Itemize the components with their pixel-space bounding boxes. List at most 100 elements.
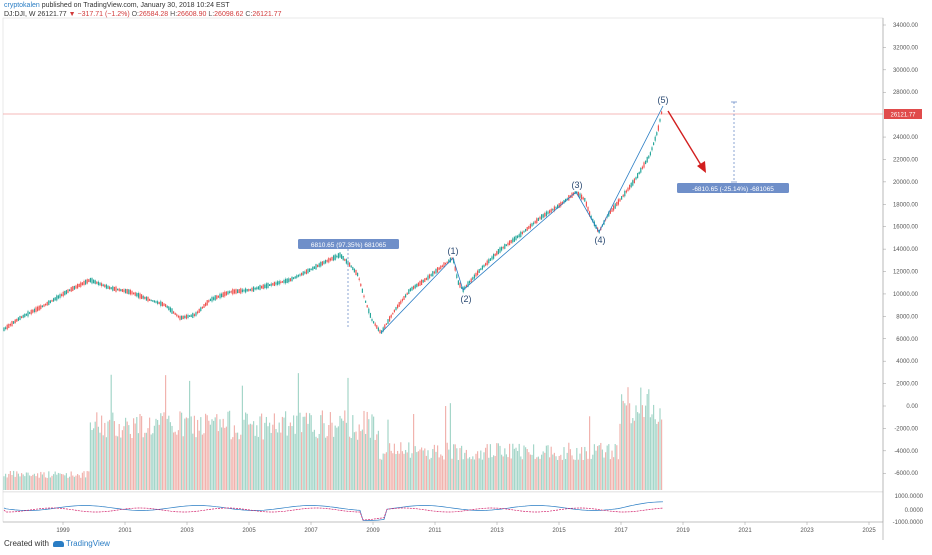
candle-body	[286, 278, 288, 283]
volume-bar	[587, 458, 589, 490]
wave-label-3[interactable]: (3)	[572, 180, 583, 190]
volume-bar	[121, 430, 123, 490]
volume-bar	[457, 459, 459, 490]
symbol-label[interactable]: DJ:DJI, W	[4, 11, 36, 18]
wave-label-5[interactable]: (5)	[658, 95, 669, 105]
candle-body	[478, 269, 480, 273]
volume-bar	[600, 442, 602, 490]
volume-bar	[553, 452, 555, 490]
volume-bar	[561, 459, 563, 490]
tradingview-brand[interactable]: TradingView	[52, 539, 110, 548]
candle-body	[395, 307, 397, 311]
price-tick-label: -4000.00	[894, 449, 918, 455]
candle-body	[499, 247, 501, 253]
volume-bar	[224, 427, 226, 490]
time-tick-label: 2007	[304, 528, 318, 534]
candle-body	[179, 316, 181, 320]
volume-bar	[601, 449, 603, 490]
main-pane[interactable]	[2, 17, 884, 493]
candle-body	[357, 272, 359, 277]
volume-bar	[285, 411, 287, 490]
volume-bar	[417, 451, 419, 490]
candle-body	[101, 283, 103, 287]
volume-bar	[395, 454, 397, 490]
candle-body	[494, 253, 496, 256]
volume-bar	[190, 416, 192, 490]
candle-body	[417, 282, 419, 287]
volume-bar	[160, 413, 162, 490]
author-link[interactable]: cryptokalen	[4, 2, 40, 9]
volume-bar	[205, 413, 207, 490]
candle-body	[46, 301, 48, 306]
volume-bar	[438, 457, 440, 490]
candle-body	[24, 313, 26, 318]
candle-body	[321, 261, 323, 266]
volume-bar	[246, 413, 248, 490]
osc-tick-label: 1000.0000	[895, 494, 924, 500]
volume-bar	[589, 416, 591, 490]
candle-body	[630, 182, 632, 188]
candle-body	[645, 160, 647, 165]
candle-body	[561, 201, 563, 205]
volume-bar	[307, 423, 309, 490]
candle-body	[488, 259, 490, 264]
volume-bar	[513, 448, 515, 490]
volume-bar	[373, 416, 375, 490]
wave-label-4[interactable]: (4)	[595, 235, 606, 245]
volume-bar	[382, 453, 384, 490]
candle-body	[275, 282, 277, 285]
time-tick-label: 2025	[862, 528, 876, 534]
volume-bar	[13, 470, 15, 490]
candle-body	[456, 274, 458, 279]
candle-body	[477, 270, 479, 276]
tradingview-brand-text: TradingView	[65, 539, 110, 548]
candle-body	[437, 267, 439, 273]
volume-bar	[510, 458, 512, 490]
volume-bar	[93, 428, 95, 490]
volume-bar	[376, 434, 378, 490]
elliott-wave-lines[interactable]	[380, 105, 664, 334]
projection-arrow[interactable]	[667, 110, 705, 171]
candle-body	[113, 286, 115, 291]
candle-body	[302, 271, 304, 276]
price-tick-label: 28000.00	[893, 90, 919, 96]
candle-body	[334, 254, 336, 260]
volume-bar	[369, 437, 371, 490]
volume-bar	[165, 375, 167, 490]
candle-body	[341, 254, 343, 259]
volume-bar	[264, 422, 266, 490]
wave-label-1[interactable]: (1)	[448, 246, 459, 256]
candle-body	[408, 289, 410, 294]
volume-bar	[149, 417, 151, 490]
volume-bar	[533, 444, 535, 490]
candle-body	[229, 291, 231, 293]
volume-bar	[625, 405, 627, 490]
candle-body	[177, 315, 179, 318]
candle-body	[78, 283, 80, 287]
time-tick-label: 2001	[118, 528, 132, 534]
volume-bar	[465, 449, 467, 490]
volume-bar	[384, 453, 386, 490]
volume-bar	[49, 477, 51, 490]
candle-body	[433, 271, 435, 274]
volume-bar	[643, 416, 645, 490]
volume-bar	[97, 426, 99, 490]
candle-body	[373, 321, 375, 324]
candle-body	[353, 268, 355, 273]
candle-body	[648, 155, 650, 159]
volume-bar	[520, 456, 522, 490]
volume-bar	[405, 449, 407, 490]
volume-bar	[251, 424, 253, 490]
candle-body	[640, 167, 642, 173]
volume-bar	[456, 448, 458, 490]
wave-label-2[interactable]: (2)	[461, 294, 472, 304]
volume-bar	[222, 418, 224, 490]
arrow-head-icon	[697, 161, 706, 173]
candle-body	[264, 284, 266, 289]
volume-bar	[341, 418, 343, 490]
candle-body	[361, 288, 363, 293]
candle-body	[27, 311, 29, 317]
price-tick-label: -6000.00	[894, 471, 918, 477]
